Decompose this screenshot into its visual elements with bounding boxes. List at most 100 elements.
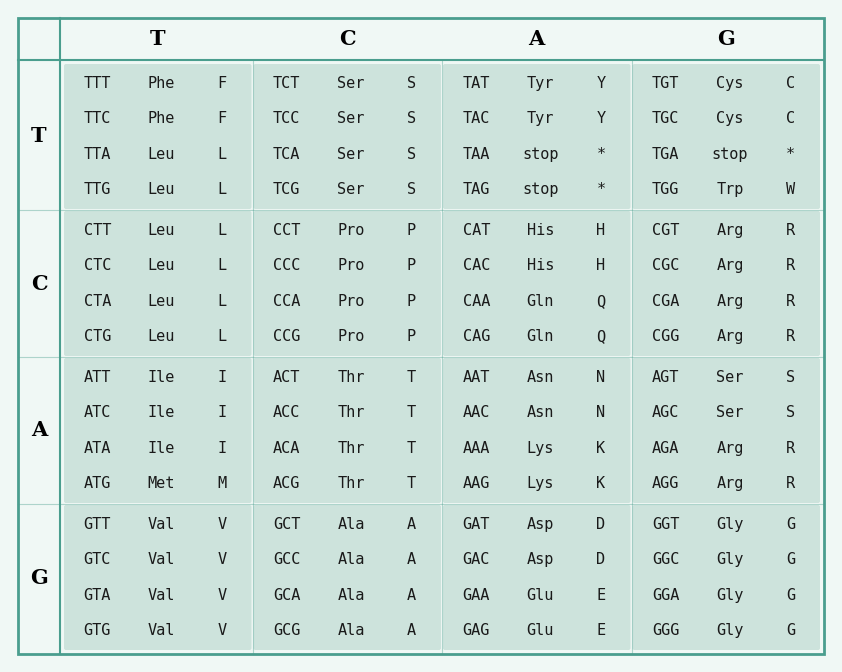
Text: Pro: Pro xyxy=(338,329,365,344)
Text: TGC: TGC xyxy=(652,112,679,126)
Text: Asp: Asp xyxy=(527,552,554,567)
Text: Ala: Ala xyxy=(338,552,365,567)
Text: CTT: CTT xyxy=(83,223,111,238)
FancyBboxPatch shape xyxy=(443,211,631,356)
Text: Tyr: Tyr xyxy=(527,76,554,91)
Text: CAG: CAG xyxy=(462,329,490,344)
Text: Ile: Ile xyxy=(147,405,175,421)
Text: I: I xyxy=(217,405,226,421)
Text: stop: stop xyxy=(522,182,559,197)
Text: A: A xyxy=(407,623,416,638)
Text: K: K xyxy=(596,441,605,456)
Text: TAA: TAA xyxy=(462,146,490,162)
Text: Ile: Ile xyxy=(147,441,175,456)
Text: GTA: GTA xyxy=(83,587,111,603)
Text: ATT: ATT xyxy=(83,370,111,385)
Text: AAC: AAC xyxy=(462,405,490,421)
Text: R: R xyxy=(786,258,795,274)
Text: GGC: GGC xyxy=(652,552,679,567)
FancyBboxPatch shape xyxy=(253,64,441,209)
Text: Val: Val xyxy=(147,623,175,638)
Text: AGG: AGG xyxy=(652,476,679,491)
Text: CGC: CGC xyxy=(652,258,679,274)
Text: I: I xyxy=(217,441,226,456)
Text: D: D xyxy=(596,517,605,532)
Text: L: L xyxy=(217,223,226,238)
FancyBboxPatch shape xyxy=(253,505,441,650)
Text: H: H xyxy=(596,223,605,238)
Text: Thr: Thr xyxy=(338,441,365,456)
Text: Trp: Trp xyxy=(717,182,743,197)
Text: AAT: AAT xyxy=(462,370,490,385)
Text: S: S xyxy=(407,182,416,197)
Text: GGA: GGA xyxy=(652,587,679,603)
Text: Pro: Pro xyxy=(338,294,365,308)
Text: A: A xyxy=(407,552,416,567)
Text: P: P xyxy=(407,258,416,274)
Text: H: H xyxy=(596,258,605,274)
Text: P: P xyxy=(407,223,416,238)
Text: Asn: Asn xyxy=(527,370,554,385)
Text: Ser: Ser xyxy=(338,146,365,162)
Text: S: S xyxy=(407,146,416,162)
Text: Pro: Pro xyxy=(338,258,365,274)
Text: GCG: GCG xyxy=(273,623,301,638)
Text: Gly: Gly xyxy=(717,623,743,638)
Text: V: V xyxy=(217,587,226,603)
Text: Leu: Leu xyxy=(147,258,175,274)
Text: G: G xyxy=(30,567,48,587)
Text: Arg: Arg xyxy=(717,258,743,274)
Text: A: A xyxy=(407,587,416,603)
Text: S: S xyxy=(407,112,416,126)
Text: TCC: TCC xyxy=(273,112,301,126)
Text: GAG: GAG xyxy=(462,623,490,638)
FancyBboxPatch shape xyxy=(632,358,820,503)
Text: CCA: CCA xyxy=(273,294,301,308)
FancyBboxPatch shape xyxy=(253,358,441,503)
Text: V: V xyxy=(217,517,226,532)
Text: R: R xyxy=(786,223,795,238)
Text: Thr: Thr xyxy=(338,370,365,385)
Text: C: C xyxy=(30,274,47,294)
Text: GAA: GAA xyxy=(462,587,490,603)
Text: L: L xyxy=(217,146,226,162)
Text: I: I xyxy=(217,370,226,385)
Text: Asp: Asp xyxy=(527,517,554,532)
Text: R: R xyxy=(786,329,795,344)
Text: Val: Val xyxy=(147,587,175,603)
FancyBboxPatch shape xyxy=(632,505,820,650)
Text: Y: Y xyxy=(596,112,605,126)
Text: CCG: CCG xyxy=(273,329,301,344)
Text: Pro: Pro xyxy=(338,223,365,238)
Text: AAG: AAG xyxy=(462,476,490,491)
Text: GCA: GCA xyxy=(273,587,301,603)
Text: C: C xyxy=(339,29,355,49)
Text: GTG: GTG xyxy=(83,623,111,638)
Text: Gly: Gly xyxy=(717,517,743,532)
Text: TCA: TCA xyxy=(273,146,301,162)
Text: Q: Q xyxy=(596,329,605,344)
Text: CTC: CTC xyxy=(83,258,111,274)
Text: T: T xyxy=(407,441,416,456)
Text: Gly: Gly xyxy=(717,552,743,567)
Text: N: N xyxy=(596,370,605,385)
FancyBboxPatch shape xyxy=(18,18,824,654)
Text: E: E xyxy=(596,587,605,603)
Text: Met: Met xyxy=(147,476,175,491)
Text: TTA: TTA xyxy=(83,146,111,162)
Text: Phe: Phe xyxy=(147,76,175,91)
Text: TGG: TGG xyxy=(652,182,679,197)
Text: Val: Val xyxy=(147,552,175,567)
Text: T: T xyxy=(31,126,47,146)
Text: stop: stop xyxy=(522,146,559,162)
Text: ACG: ACG xyxy=(273,476,301,491)
Text: ACA: ACA xyxy=(273,441,301,456)
Text: F: F xyxy=(217,76,226,91)
Text: Ala: Ala xyxy=(338,623,365,638)
FancyBboxPatch shape xyxy=(443,64,631,209)
Text: GAC: GAC xyxy=(462,552,490,567)
Text: TTT: TTT xyxy=(83,76,111,91)
Text: Leu: Leu xyxy=(147,146,175,162)
Text: C: C xyxy=(786,76,795,91)
Text: *: * xyxy=(596,146,605,162)
